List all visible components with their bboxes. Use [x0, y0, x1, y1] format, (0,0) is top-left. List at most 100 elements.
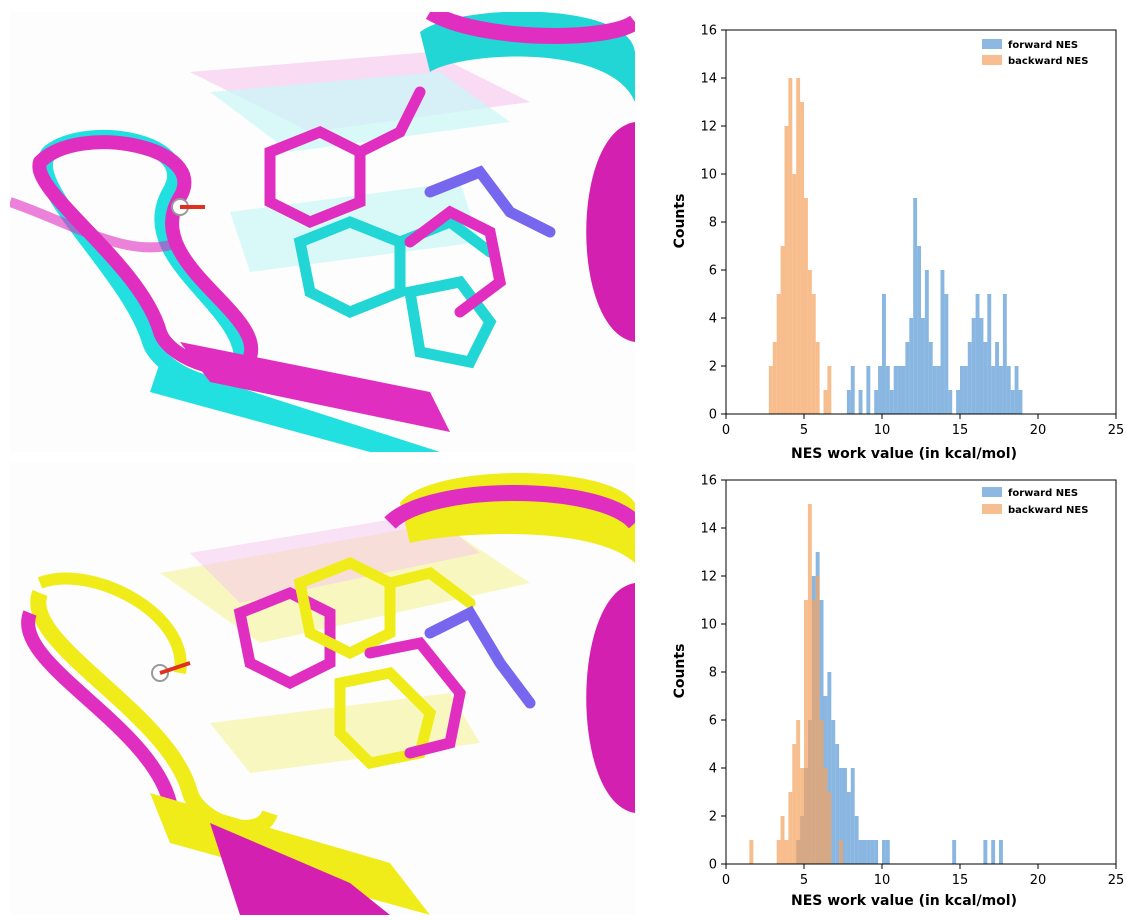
legend-label-backward: backward NES — [1008, 56, 1088, 67]
histogram-bar-forward — [835, 744, 840, 864]
x-tick-label: 0 — [722, 873, 730, 888]
histogram-bar-backward — [780, 246, 785, 414]
y-tick-label: 6 — [709, 714, 717, 729]
histogram-bar-backward — [788, 792, 793, 864]
histogram-bar-backward — [804, 198, 808, 414]
histogram-bar-backward — [780, 816, 785, 864]
x-axis-label: NES work value (in kcal/mol) — [791, 893, 1017, 909]
histogram-bar-forward — [909, 318, 914, 414]
y-tick-label: 4 — [709, 762, 717, 777]
molecular-structure-image-bottom — [10, 463, 635, 915]
histogram-bar-forward — [862, 840, 867, 864]
histogram-bar-forward — [991, 366, 996, 414]
histogram-bar-forward — [874, 390, 879, 414]
legend-label-forward: forward NES — [1008, 488, 1078, 499]
y-tick-label: 16 — [700, 24, 717, 39]
molecular-structure-image-top — [10, 12, 635, 452]
legend-swatch-backward — [982, 504, 1002, 514]
y-tick-label: 6 — [709, 264, 717, 279]
histogram-bar-backward — [811, 294, 816, 414]
histogram-bar-forward — [1010, 390, 1015, 414]
histogram-bar-backward — [772, 342, 777, 414]
histogram-bar-forward — [963, 366, 968, 414]
y-tick-label: 16 — [700, 474, 717, 489]
histogram-bar-backward — [784, 840, 789, 864]
histogram-bar-forward — [983, 840, 988, 864]
y-tick-label: 10 — [700, 618, 717, 633]
histogram-bar-forward — [850, 366, 855, 414]
histogram-bar-forward — [999, 366, 1003, 414]
histogram-bar-forward — [948, 390, 953, 414]
histogram-bar-forward — [928, 342, 933, 414]
histogram-bar-forward — [839, 768, 843, 864]
histogram-bar-backward — [749, 840, 754, 864]
y-tick-label: 0 — [709, 858, 717, 873]
histogram-bar-forward — [893, 366, 898, 414]
histogram-bar-forward — [858, 840, 863, 864]
x-tick-label: 25 — [1108, 423, 1125, 438]
y-tick-label: 12 — [700, 120, 717, 135]
legend-label-forward: forward NES — [1008, 40, 1078, 51]
histogram-bar-forward — [940, 270, 945, 414]
y-tick-label: 4 — [709, 312, 717, 327]
axes-frame — [725, 479, 1117, 865]
histogram-bar-forward — [979, 318, 984, 414]
histogram-chart-top: 0 5 10 15 20 25 0 2 4 6 8 10 12 14 16 NES work value (… — [672, 24, 1125, 463]
histogram-bar-forward — [1018, 390, 1023, 414]
y-axis-label: Counts — [672, 194, 688, 249]
y-tick-label: 14 — [700, 72, 717, 87]
histogram-bar-backward — [827, 792, 832, 864]
y-tick-label: 12 — [700, 570, 717, 585]
histogram-bar-backward — [815, 342, 820, 414]
y-tick-label: 14 — [700, 522, 717, 537]
x-tick-label: 15 — [952, 873, 969, 888]
x-tick-label: 20 — [1030, 873, 1047, 888]
legend-swatch-forward — [982, 39, 1002, 49]
histogram-bar-forward — [991, 840, 996, 864]
histogram-bar-forward — [995, 342, 999, 414]
histogram-bar-forward — [967, 342, 972, 414]
histogram-bar-forward — [850, 768, 855, 864]
histogram-bar-backward — [768, 366, 773, 414]
histogram-bar-backward — [800, 768, 804, 864]
histogram-bar-forward — [854, 816, 859, 864]
histogram-bar-backward — [807, 504, 812, 864]
histogram-bar-forward — [956, 390, 960, 414]
histogram-bar-backward — [823, 768, 828, 864]
y-tick-label: 2 — [709, 810, 717, 825]
legend: forward NES backward NES — [982, 487, 1088, 516]
legend-swatch-forward — [982, 487, 1002, 497]
histogram-bar-backward — [807, 270, 812, 414]
histogram-bar-backward — [804, 600, 808, 864]
histogram-bar-forward — [999, 840, 1003, 864]
y-tick-label: 2 — [709, 360, 717, 375]
histogram-bar-forward — [885, 840, 890, 864]
legend-label-backward: backward NES — [1008, 505, 1088, 516]
histogram-bar-forward — [882, 840, 886, 864]
histogram-bar-backward — [776, 840, 781, 864]
x-axis-label: NES work value (in kcal/mol) — [791, 446, 1017, 462]
x-tick-label: 5 — [800, 873, 808, 888]
y-tick-label: 8 — [709, 666, 717, 681]
histogram-bar-forward — [897, 366, 902, 414]
histogram-bar-forward — [846, 390, 851, 414]
histogram-bar-backward — [819, 720, 824, 864]
y-tick-label: 8 — [709, 216, 717, 231]
histogram-bar-forward — [1002, 294, 1007, 414]
legend: forward NES backward NES — [982, 39, 1088, 67]
histogram-bar-forward — [983, 342, 988, 414]
histogram-bar-forward — [827, 672, 832, 864]
histogram-bar-forward — [885, 366, 890, 414]
x-tick-label: 20 — [1030, 423, 1047, 438]
histogram-bar-backward — [796, 720, 801, 864]
histogram-bar-forward — [858, 390, 863, 414]
histogram-bar-forward — [905, 342, 910, 414]
legend-swatch-backward — [982, 55, 1002, 65]
histogram-bar-forward — [843, 768, 847, 864]
plot-area: 0 5 10 15 20 25 0 2 4 6 8 10 12 14 16 — [700, 474, 1124, 889]
y-tick-label: 0 — [709, 408, 717, 423]
histogram-bar-forward — [870, 840, 875, 864]
histogram-bar-backward — [784, 126, 789, 414]
histogram-bar-forward — [975, 294, 980, 414]
histogram-bar-forward — [987, 294, 992, 414]
